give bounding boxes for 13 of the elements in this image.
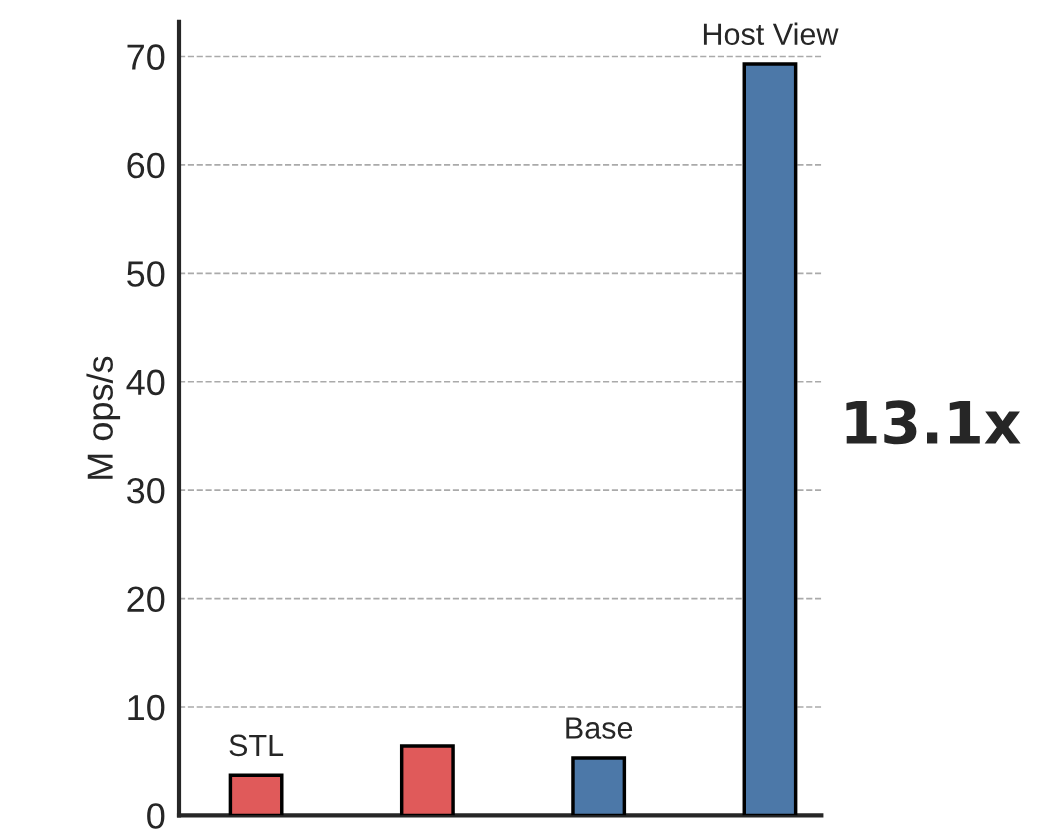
- text: 13.1x: [846, 400, 1021, 445]
- y-axis-title: M ops/s: [86, 356, 121, 479]
- x-tick-label: Base: [566, 717, 633, 739]
- y-tick-label: 30: [127, 478, 165, 504]
- x-tick-label: STL: [229, 734, 284, 757]
- y-tick-label: 50: [127, 261, 165, 287]
- y-tick-label: 70: [127, 44, 165, 70]
- y-tick-label: 10: [128, 694, 165, 721]
- y-tick-label: 60: [127, 152, 165, 179]
- x-tick-label: Host View: [703, 22, 839, 46]
- y-tick-label: 0: [147, 803, 165, 829]
- y-tick-label: 40: [126, 369, 165, 396]
- y-tick-label: 20: [127, 586, 165, 612]
